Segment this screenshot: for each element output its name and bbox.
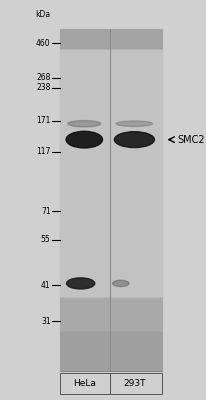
Text: 117: 117 bbox=[36, 147, 50, 156]
Text: SMC2: SMC2 bbox=[176, 135, 204, 145]
Ellipse shape bbox=[66, 131, 102, 148]
Text: 238: 238 bbox=[36, 84, 50, 92]
Ellipse shape bbox=[114, 132, 154, 148]
Text: 268: 268 bbox=[36, 73, 50, 82]
Ellipse shape bbox=[68, 120, 100, 127]
Text: 41: 41 bbox=[41, 281, 50, 290]
Text: 293T: 293T bbox=[123, 379, 145, 388]
Bar bbox=[59, 372, 109, 394]
FancyBboxPatch shape bbox=[59, 29, 161, 371]
Text: kDa: kDa bbox=[35, 10, 50, 19]
Text: 171: 171 bbox=[36, 116, 50, 125]
Text: 71: 71 bbox=[41, 207, 50, 216]
Bar bbox=[109, 372, 161, 394]
Text: 31: 31 bbox=[41, 317, 50, 326]
Ellipse shape bbox=[112, 280, 128, 286]
Ellipse shape bbox=[116, 121, 152, 126]
Text: 460: 460 bbox=[36, 38, 50, 48]
Ellipse shape bbox=[66, 278, 94, 289]
Text: 55: 55 bbox=[41, 235, 50, 244]
Text: HeLa: HeLa bbox=[73, 379, 95, 388]
